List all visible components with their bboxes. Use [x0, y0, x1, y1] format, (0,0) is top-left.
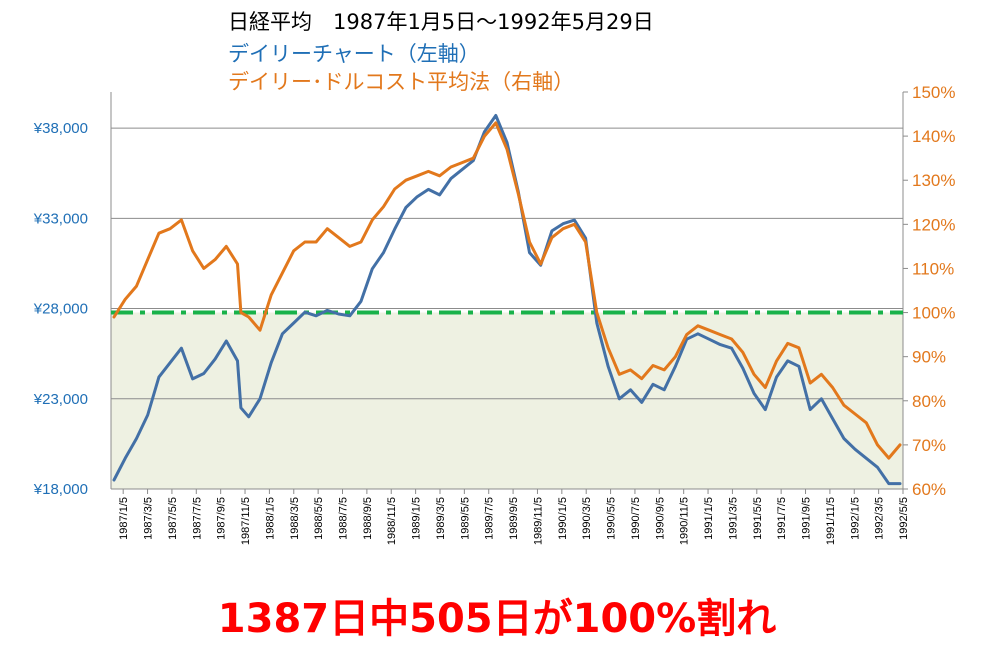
right-axis-tick-label: 130%: [912, 171, 955, 190]
x-axis-tick-label: 1990/1/5: [557, 497, 569, 540]
x-axis-tick-label: 1990/5/5: [606, 497, 618, 540]
x-axis-tick-label: 1987/1/5: [118, 497, 130, 540]
x-axis-tick-labels: 1987/1/5 1987/3/5 1987/5/5 1987/7/5 1987/9/5…: [118, 497, 910, 545]
below-100-shaded-area: [111, 312, 903, 489]
x-axis-tick-label: 1989/5/5: [459, 497, 471, 540]
left-axis-tick-label: ¥38,000: [33, 120, 88, 137]
x-axis-tick-label: 1989/3/5: [435, 497, 447, 540]
x-axis-tick-label: 1988/3/5: [289, 497, 301, 540]
x-axis-tick-label: 1989/11/5: [532, 497, 544, 545]
x-axis-tick-label: 1988/1/5: [264, 497, 276, 540]
left-axis-tick-labels: ¥18,000 ¥23,000 ¥28,000 ¥33,000 ¥38,000: [33, 120, 88, 498]
right-axis-tick-label: 60%: [912, 480, 946, 499]
left-axis-tick-label: ¥28,000: [33, 301, 88, 318]
x-axis-tick-label: 1992/5/5: [898, 497, 910, 540]
x-axis-ticks: [122, 489, 904, 494]
right-axis-tick-label: 90%: [912, 348, 946, 367]
x-axis-tick-label: 1990/3/5: [581, 497, 593, 540]
x-axis-tick-label: 1991/3/5: [727, 497, 739, 540]
x-axis-tick-label: 1988/5/5: [313, 497, 325, 540]
x-axis-tick-label: 1988/11/5: [386, 497, 398, 545]
legend-dca-label: デイリー･ドルコスト平均法（右軸）: [228, 70, 575, 94]
left-axis-tick-label: ¥18,000: [33, 481, 88, 498]
x-axis-tick-label: 1989/7/5: [484, 497, 496, 540]
x-axis-tick-label: 1992/1/5: [849, 497, 861, 540]
right-axis-tick-label: 120%: [912, 215, 955, 234]
x-axis-tick-label: 1991/9/5: [801, 497, 813, 540]
x-axis-tick-label: 1987/9/5: [216, 497, 228, 540]
x-axis-tick-label: 1987/3/5: [143, 497, 155, 540]
x-axis-tick-label: 1990/9/5: [654, 497, 666, 540]
x-axis-tick-label: 1991/1/5: [703, 497, 715, 540]
right-axis-tick-label: 100%: [912, 304, 955, 323]
x-axis-tick-label: 1992/3/5: [874, 497, 886, 540]
right-axis-tick-label: 140%: [912, 127, 955, 146]
x-axis-tick-label: 1987/7/5: [191, 497, 203, 540]
right-axis-tick-label: 150%: [912, 83, 955, 102]
x-axis-tick-label: 1991/7/5: [776, 497, 788, 540]
x-axis-tick-label: 1991/5/5: [752, 497, 764, 540]
right-axis-tick-label: 70%: [912, 436, 946, 455]
right-axis-tick-label: 110%: [912, 259, 954, 278]
left-axis-tick-label: ¥23,000: [33, 391, 88, 408]
x-axis-tick-label: 1987/11/5: [240, 497, 252, 545]
summary-caption: 1387日中505日が100%割れ: [217, 596, 777, 642]
x-axis-tick-label: 1988/7/5: [338, 497, 350, 540]
x-axis-tick-label: 1990/7/5: [630, 497, 642, 540]
dollar-cost-average-line: [112, 121, 902, 460]
x-axis-tick-label: 1988/9/5: [362, 497, 374, 540]
nikkei-daily-line: [112, 114, 902, 486]
gridlines: [111, 127, 903, 400]
right-axis-tick-labels: 60% 70% 80% 90% 100% 110% 120% 130% 140% 150%: [903, 83, 955, 499]
x-axis-tick-label: 1987/5/5: [167, 497, 179, 540]
right-axis-tick-label: 80%: [912, 392, 946, 411]
x-axis-tick-label: 1990/11/5: [679, 497, 691, 545]
x-axis-tick-label: 1989/1/5: [411, 497, 423, 540]
chart-title: 日経平均 1987年1月5日～1992年5月29日: [228, 10, 654, 34]
x-axis-tick-label: 1989/9/5: [508, 497, 520, 540]
x-axis-tick-label: 1991/11/5: [825, 497, 837, 545]
legend-nikkei-label: デイリーチャート（左軸）: [228, 42, 480, 66]
left-axis-tick-label: ¥33,000: [33, 210, 88, 227]
